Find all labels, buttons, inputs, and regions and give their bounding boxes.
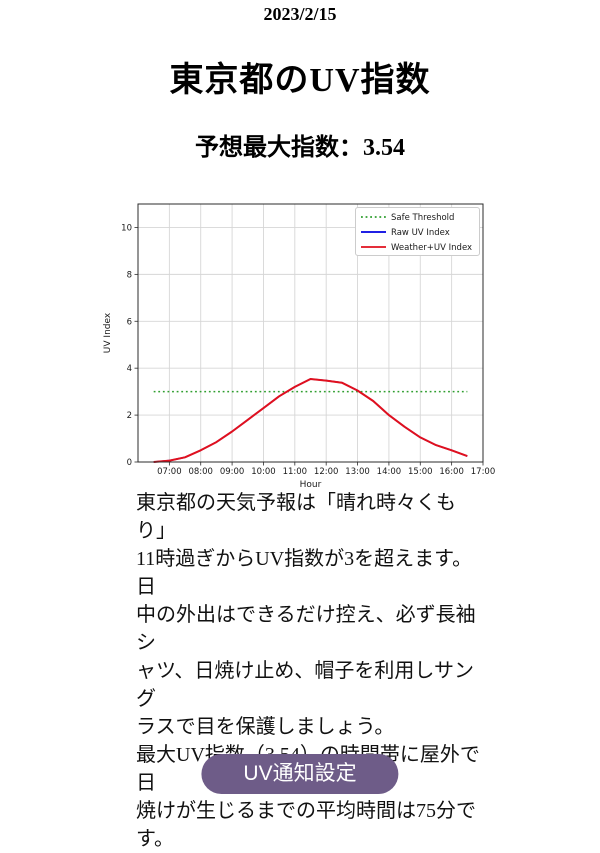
svg-text:14:00: 14:00 (377, 467, 402, 477)
svg-text:Safe Threshold: Safe Threshold (391, 213, 454, 223)
legend-item-weather-uv-index: Weather+UV Index (361, 243, 472, 253)
svg-text:Raw UV Index: Raw UV Index (391, 228, 450, 238)
svg-text:15:00: 15:00 (408, 467, 433, 477)
svg-text:2: 2 (127, 411, 132, 421)
svg-text:09:00: 09:00 (220, 467, 245, 477)
date-heading: 2023/2/15 (263, 4, 337, 24)
forecast-description: 東京都の天気予報は「晴れ時々くもり」 11時過ぎからUV指数が3を超えます。日 中の… (136, 492, 480, 850)
max-index-heading: 予想最大指数：3.54 (195, 135, 405, 161)
uv-notification-settings-button[interactable]: UV通知設定 (201, 754, 399, 794)
chart-grid (138, 204, 484, 463)
uv-index-chart: 07:00 08:00 09:00 10:00 11:00 12:00 13:00 14:00… (100, 190, 500, 490)
svg-text:4: 4 (127, 364, 132, 374)
x-axis-label: Hour (300, 480, 322, 490)
chart-legend: Safe Threshold Raw UV Index Weather+UV Ind… (355, 207, 480, 256)
plot-border (137, 203, 484, 463)
svg-text:10:00: 10:00 (251, 467, 275, 477)
uv-chart-svg: 07:00 08:00 09:00 10:00 11:00 12:00 13:00 14:00… (103, 203, 495, 490)
svg-text:Weather+UV Index: Weather+UV Index (391, 243, 472, 253)
svg-text:13:00: 13:00 (345, 467, 370, 477)
weather-uv-index-line (153, 378, 468, 463)
svg-text:16:00: 16:00 (439, 467, 464, 477)
svg-text:12:00: 12:00 (314, 467, 339, 477)
y-axis-label: UV Index (103, 312, 113, 353)
page-title: 東京都のUV指数 (169, 62, 431, 99)
svg-text:11:00: 11:00 (283, 467, 308, 477)
svg-text:8: 8 (127, 270, 132, 280)
svg-text:07:00: 07:00 (157, 467, 182, 477)
axis-ticks (134, 227, 484, 466)
svg-text:08:00: 08:00 (188, 467, 213, 477)
legend-item-raw-uv-index: Raw UV Index (361, 228, 450, 238)
legend-item-safe-threshold: Safe Threshold (361, 213, 454, 223)
y-tick-labels: 0 2 4 6 8 10 (121, 223, 132, 468)
svg-text:17:00: 17:00 (471, 467, 496, 477)
svg-text:6: 6 (127, 317, 132, 327)
svg-text:10: 10 (121, 223, 132, 233)
x-tick-labels: 07:00 08:00 09:00 10:00 11:00 12:00 13:00 14:00… (157, 467, 495, 477)
svg-text:0: 0 (127, 458, 132, 468)
